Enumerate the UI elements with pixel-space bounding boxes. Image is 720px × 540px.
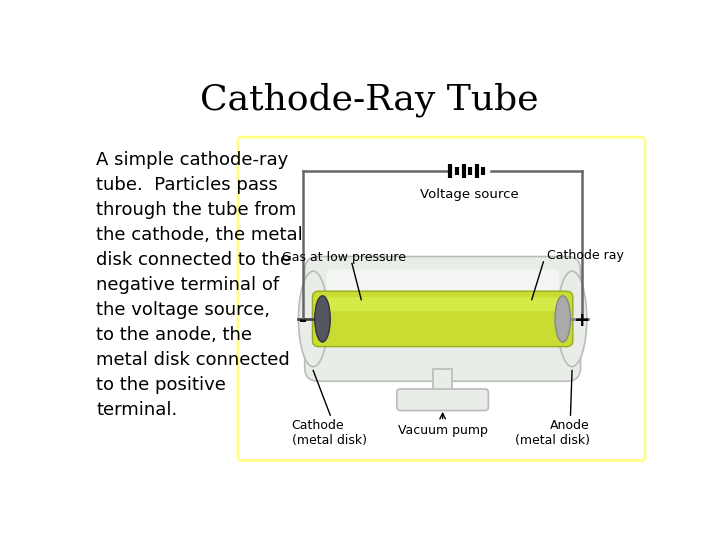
Text: +: + [574, 311, 590, 330]
Text: Vacuum pump: Vacuum pump [397, 423, 487, 437]
FancyBboxPatch shape [312, 291, 573, 347]
FancyBboxPatch shape [305, 256, 580, 381]
Bar [433, 369, 452, 392]
Text: A simple cathode-ray
tube.  Particles pass
through the tube from
the cathode, th: A simple cathode-ray tube. Particles pas… [96, 151, 303, 419]
Text: -: - [299, 311, 307, 330]
Text: Cathode
(metal disk): Cathode (metal disk) [292, 419, 366, 447]
FancyBboxPatch shape [320, 298, 565, 311]
Ellipse shape [555, 296, 570, 342]
Text: Cathode-Ray Tube: Cathode-Ray Tube [199, 82, 539, 117]
Ellipse shape [299, 271, 328, 367]
FancyBboxPatch shape [397, 389, 488, 410]
Text: Gas at low pressure: Gas at low pressure [282, 251, 406, 264]
Text: Cathode ray: Cathode ray [547, 249, 624, 262]
FancyBboxPatch shape [326, 269, 559, 291]
Ellipse shape [315, 296, 330, 342]
Ellipse shape [557, 271, 587, 367]
Text: Voltage source: Voltage source [420, 188, 519, 201]
Text: Anode
(metal disk): Anode (metal disk) [515, 419, 590, 447]
